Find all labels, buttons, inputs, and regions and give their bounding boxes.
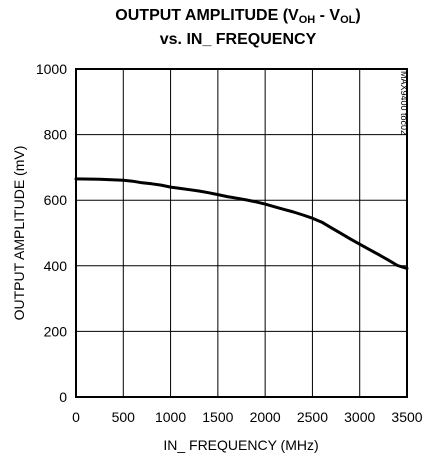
tick-labels: 0 500 1000 1500 2000 2500 3000 3500 0 200 400 600 80… — [36, 61, 423, 425]
y-tick-label: 200 — [44, 323, 68, 339]
x-tick-label: 1500 — [202, 409, 233, 425]
y-tick-label: 800 — [44, 127, 68, 143]
grid — [75, 68, 408, 398]
x-tick-label: 3500 — [391, 409, 422, 425]
y-tick-label: 400 — [44, 258, 68, 274]
x-tick-label: 2000 — [250, 409, 281, 425]
y-tick-label: 600 — [44, 192, 68, 208]
title-text-mid: - V — [315, 7, 340, 24]
y-tick-label: 1000 — [36, 61, 67, 77]
plot-frame — [75, 68, 408, 398]
title-text-end: ) — [355, 7, 360, 24]
x-tick-label: 1000 — [155, 409, 186, 425]
title-subscript-oh: OH — [299, 14, 316, 26]
x-tick-label: 2500 — [297, 409, 328, 425]
series-line-output-amplitude — [74, 177, 409, 270]
chart-title-line2: vs. IN_ FREQUENCY — [160, 31, 317, 48]
title-subscript-ol: OL — [340, 14, 356, 26]
title-text-main: OUTPUT AMPLITUDE (V — [115, 7, 299, 24]
x-tick-label: 0 — [72, 409, 80, 425]
chart-title-line1: OUTPUT AMPLITUDE (VOH - VOL) — [115, 7, 360, 26]
x-tick-label: 3000 — [344, 409, 375, 425]
x-axis-label: IN_ FREQUENCY (MHz) — [163, 437, 318, 453]
y-axis-label: OUTPUT AMPLITUDE (mV) — [11, 146, 27, 321]
x-tick-label: 500 — [112, 409, 136, 425]
y-tick-label: 0 — [59, 389, 67, 405]
figure-code-label: MAX9400 toc02 — [399, 71, 409, 135]
